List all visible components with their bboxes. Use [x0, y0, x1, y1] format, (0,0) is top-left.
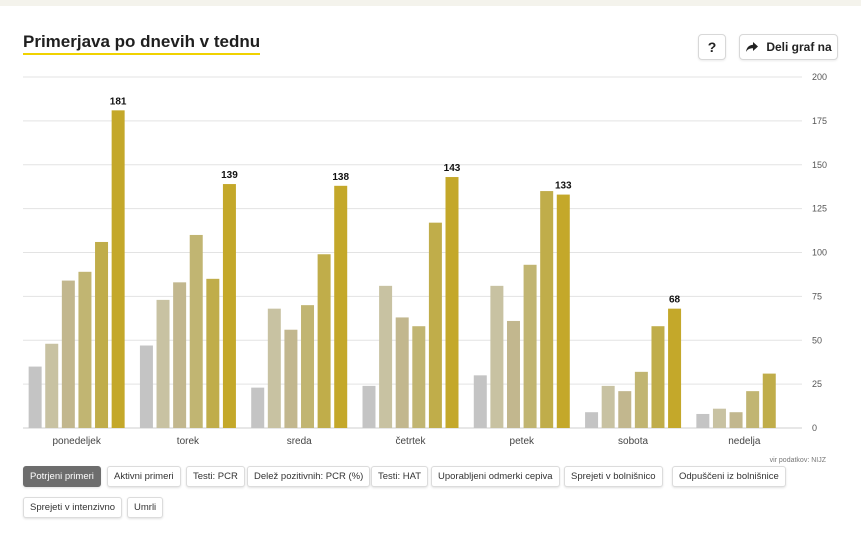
- x-tick-label: nedelja: [728, 436, 761, 447]
- filter-chip[interactable]: Sprejeti v bolnišnico: [564, 466, 663, 487]
- filter-chip[interactable]: Aktivni primeri: [107, 466, 181, 487]
- x-tick-label: sreda: [287, 436, 312, 447]
- bar: [668, 308, 682, 428]
- y-tick-label: 75: [812, 291, 822, 301]
- filter-chip[interactable]: Umrli: [127, 497, 164, 518]
- data-source-note: vir podatkov: NIJZ: [769, 457, 826, 464]
- bar: [206, 278, 220, 428]
- y-tick-label: 175: [812, 116, 827, 126]
- filter-chip[interactable]: Sprejeti v intenzivno: [23, 497, 123, 518]
- filter-chip[interactable]: Uporabljeni odmerki cepiva: [431, 466, 560, 487]
- x-tick-label: četrtek: [395, 436, 426, 447]
- bar: [28, 366, 42, 428]
- y-tick-label: 125: [812, 204, 827, 214]
- x-tick-label: torek: [177, 436, 200, 447]
- bar: [267, 308, 281, 428]
- bar: [139, 345, 153, 428]
- y-tick-label: 50: [812, 335, 822, 345]
- chart-title: Primerjava po dnevih v tednu: [23, 32, 261, 55]
- x-tick-label: ponedeljek: [52, 436, 101, 447]
- bar: [762, 373, 776, 428]
- bar: [729, 412, 743, 428]
- help-button[interactable]: ?: [698, 34, 726, 60]
- y-tick-label: 0: [812, 423, 817, 433]
- bar: [412, 326, 426, 428]
- bar: [618, 391, 632, 428]
- data-label: 139: [221, 170, 238, 181]
- bar-chart: 0 25 50 75 100 125 150 175 200 181 ponedeljek 139 to…: [23, 72, 827, 447]
- y-tick-label: 25: [812, 379, 822, 389]
- x-tick-label: sobota: [618, 436, 648, 447]
- y-tick-label: 100: [812, 248, 827, 258]
- share-button-label: Deli graf na: [766, 40, 832, 54]
- data-label: 133: [555, 181, 572, 192]
- bar: [111, 110, 125, 428]
- bar: [746, 391, 760, 428]
- bar: [523, 264, 537, 428]
- bar: [222, 184, 236, 428]
- bar: [696, 413, 710, 428]
- data-label: 143: [444, 163, 461, 174]
- y-tick-label: 150: [812, 160, 827, 170]
- bar: [490, 285, 504, 428]
- filter-chip[interactable]: Potrjeni primeri: [23, 466, 101, 487]
- bar: [45, 343, 59, 428]
- filter-chip[interactable]: Delež pozitivnih: PCR (%): [247, 466, 371, 487]
- bar: [78, 271, 92, 428]
- bar: [284, 329, 298, 428]
- bar: [634, 371, 648, 428]
- bar: [95, 241, 109, 428]
- chart-card: Primerjava po dnevih v tednu ? Deli graf…: [0, 6, 861, 540]
- bar: [379, 285, 393, 428]
- bar: [156, 299, 170, 428]
- filter-chip[interactable]: Odpuščeni iz bolnišnice: [672, 466, 786, 487]
- data-label: 181: [110, 96, 127, 107]
- bar: [601, 385, 615, 428]
- filter-chip[interactable]: Testi: HAT: [371, 466, 429, 487]
- y-tick-label: 200: [812, 72, 827, 82]
- bar: [189, 234, 203, 428]
- bar: [445, 177, 459, 428]
- bar: [317, 254, 331, 428]
- share-button[interactable]: Deli graf na: [739, 34, 838, 60]
- bar: [251, 387, 265, 428]
- bar: [173, 282, 187, 428]
- bar: [712, 408, 726, 428]
- bar: [506, 320, 520, 428]
- x-tick-label: petek: [510, 436, 535, 447]
- bar: [651, 326, 665, 428]
- data-label: 138: [332, 172, 349, 183]
- bar: [362, 385, 376, 428]
- bar: [473, 375, 487, 428]
- bar: [395, 317, 409, 428]
- share-arrow-icon: [746, 42, 759, 52]
- bar: [61, 280, 75, 428]
- bar: [585, 412, 599, 428]
- bar: [334, 185, 348, 428]
- bar: [428, 222, 442, 428]
- filter-chip[interactable]: Testi: PCR: [186, 466, 245, 487]
- bar: [540, 191, 554, 428]
- bar: [556, 194, 570, 428]
- bar: [301, 305, 315, 428]
- data-label: 68: [669, 295, 681, 306]
